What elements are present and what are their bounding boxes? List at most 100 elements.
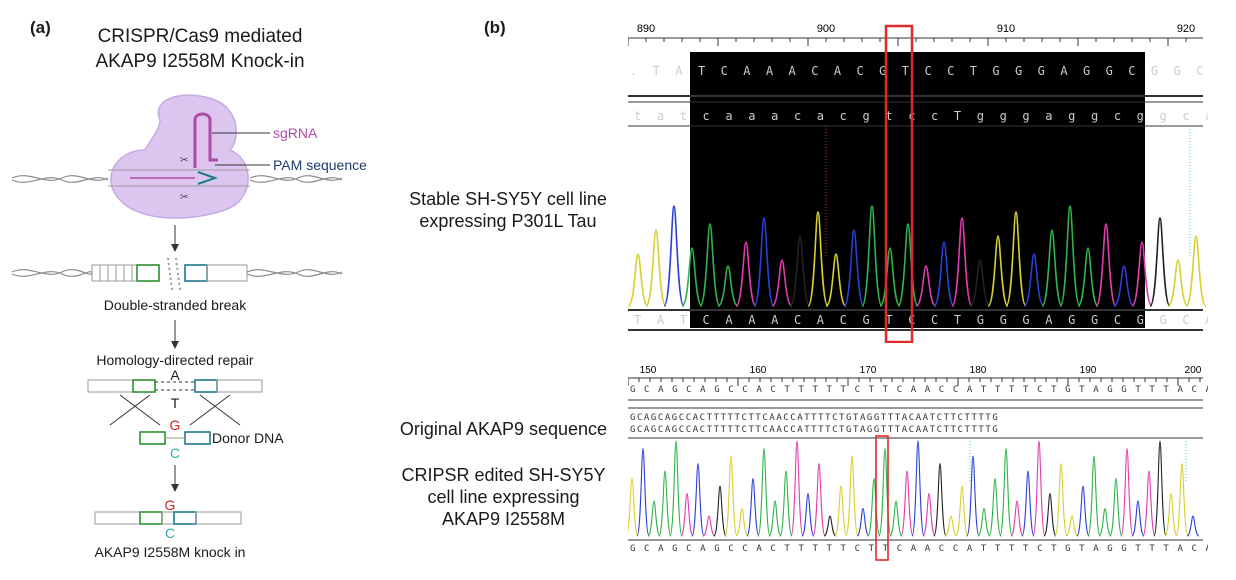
trace-peak bbox=[999, 447, 1013, 537]
trace-peak bbox=[1021, 470, 1035, 537]
trace-peak bbox=[897, 223, 919, 307]
bottom-tick-160: 160 bbox=[750, 365, 767, 376]
edited-label-line2: cell line expressing bbox=[427, 487, 580, 507]
trace-peak bbox=[1059, 205, 1081, 307]
trace-peak bbox=[790, 440, 804, 537]
edited-label-line3: AKAP9 I2558M bbox=[441, 509, 566, 529]
trace-peak bbox=[977, 507, 991, 537]
top-tick-920: 920 bbox=[1177, 23, 1195, 35]
top-seq-consensus: . T A T C A A A C A C G T C C T G G G A … bbox=[630, 64, 1208, 78]
trace-peak bbox=[825, 253, 847, 307]
top-tick-910: 910 bbox=[997, 23, 1015, 35]
dsb-label: Double-stranded break bbox=[104, 297, 247, 313]
trace-peak bbox=[699, 223, 721, 307]
trace-peak bbox=[735, 241, 757, 307]
bottom-seq-called: G C A G C A G C C A C T T T T T C T T C … bbox=[630, 544, 1208, 554]
bottom-seq-align-2: GCAGCAGCCACTTTTTCTTCAACCATTTTCTGTAGGTTTA… bbox=[630, 425, 999, 435]
panel-b-letter: (b) bbox=[484, 18, 506, 37]
trace-peak bbox=[771, 259, 793, 307]
trace-peak bbox=[1131, 500, 1145, 537]
pam-label: PAM sequence bbox=[273, 157, 367, 173]
trace-peak bbox=[1077, 247, 1099, 307]
top-seq-aligned: t a t c a a a c a c g t c c T g g g a g … bbox=[634, 109, 1208, 123]
hdr-dna bbox=[87, 379, 263, 426]
trace-peak bbox=[1186, 515, 1200, 537]
scissors-icon-bottom: ✂ bbox=[180, 192, 188, 203]
bottom-ruler-ticks bbox=[628, 378, 1201, 386]
trace-peak bbox=[1043, 492, 1057, 537]
panel-a-title: CRISPR/Cas9 mediated AKAP9 I2558M Knock-… bbox=[70, 24, 330, 74]
trace-peak bbox=[735, 507, 749, 537]
dsb-dna bbox=[11, 257, 343, 291]
trace-peak bbox=[789, 235, 811, 307]
base-G-donor: G bbox=[170, 417, 181, 433]
trace-peak bbox=[922, 492, 936, 537]
trace-peak bbox=[636, 447, 650, 537]
bottom-tick-150: 150 bbox=[640, 365, 657, 376]
original-seq-label: Original AKAP9 sequence bbox=[399, 419, 608, 439]
trace-peak bbox=[1131, 241, 1153, 307]
trace-peak bbox=[807, 211, 829, 307]
trace-peak bbox=[669, 440, 683, 537]
trace-peak bbox=[834, 485, 848, 537]
trace-peak bbox=[1095, 223, 1117, 307]
trace-peak bbox=[987, 235, 1009, 307]
trace-peak bbox=[713, 485, 727, 537]
final-dna bbox=[94, 511, 242, 525]
top-side-label-line1: Stable SH-SY5Y cell line bbox=[409, 189, 607, 209]
trace-peak bbox=[1109, 477, 1123, 537]
top-side-label-line2: expressing P301L Tau bbox=[419, 211, 597, 231]
edited-label: CRIPSR edited SH-SY5Y cell line expressi… bbox=[376, 464, 631, 530]
trace-peak bbox=[843, 229, 865, 307]
trace-peak bbox=[911, 440, 925, 537]
trace-peak bbox=[812, 462, 826, 537]
donor-label: Donor DNA bbox=[212, 430, 284, 446]
trace-peak bbox=[1185, 235, 1207, 307]
arrow-2-head bbox=[171, 341, 179, 349]
sgrna-hairpin bbox=[193, 112, 218, 168]
trace-peak bbox=[1041, 229, 1063, 307]
trace-peak bbox=[779, 470, 793, 537]
bottom-seq-reference: G C A G C A G C C A C T T T T T C T T C … bbox=[630, 385, 1208, 395]
bottom-tick-200: 200 bbox=[1185, 365, 1202, 376]
trace-peak bbox=[717, 265, 739, 307]
trace-peak bbox=[856, 507, 870, 537]
top-chromatogram: 890 900 910 920 . T A T C A A A C A C G … bbox=[628, 23, 1208, 343]
trace-peak bbox=[845, 455, 859, 537]
trace-peak bbox=[861, 205, 883, 307]
top-ruler-ticks bbox=[628, 38, 1187, 46]
top-seq-called: T A T C A A A C A C G T C C T G G G A G … bbox=[634, 313, 1208, 327]
trace-peak bbox=[1032, 440, 1046, 537]
trace-peak bbox=[628, 477, 639, 537]
trace-peak bbox=[867, 477, 881, 537]
trace-peak bbox=[1054, 462, 1068, 537]
arrow-3-head bbox=[171, 484, 179, 492]
trace-peak bbox=[663, 205, 685, 307]
trace-peak bbox=[658, 470, 672, 537]
dna-strand-top bbox=[11, 175, 343, 183]
bottom-mutation-highlight bbox=[875, 435, 889, 561]
trace-peak bbox=[823, 515, 837, 537]
base-G-final: G bbox=[165, 497, 176, 513]
trace-peak bbox=[1149, 217, 1171, 307]
trace-peak bbox=[1164, 492, 1178, 537]
trace-peak bbox=[1005, 211, 1027, 307]
trace-peak bbox=[1076, 485, 1090, 537]
final-label: AKAP9 I2558M knock in bbox=[95, 544, 246, 560]
panel-a-letter: (a) bbox=[30, 18, 51, 37]
hdr-label: Homology-directed repair bbox=[96, 352, 254, 368]
trace-peak bbox=[801, 492, 815, 537]
trace-peak bbox=[691, 462, 705, 537]
bottom-tick-190: 190 bbox=[1080, 365, 1097, 376]
cas9-protein bbox=[110, 94, 249, 219]
bottom-trace-peaks bbox=[628, 440, 1200, 537]
top-tick-900: 900 bbox=[817, 23, 835, 35]
trace-peak bbox=[879, 247, 901, 307]
bottom-chromatogram: 150 160 170 180 190 200 G C A G C A G C … bbox=[628, 365, 1208, 561]
trace-peak bbox=[647, 500, 661, 537]
trace-peak bbox=[944, 515, 958, 537]
bottom-seq-align-1: GCAGCAGCCACTTTTTCTTCAACCATTTTCTGTAGGTTTA… bbox=[630, 413, 999, 423]
trace-peak bbox=[757, 447, 771, 537]
trace-peak bbox=[900, 470, 914, 537]
top-side-label: Stable SH-SY5Y cell line expressing P301… bbox=[383, 188, 633, 232]
